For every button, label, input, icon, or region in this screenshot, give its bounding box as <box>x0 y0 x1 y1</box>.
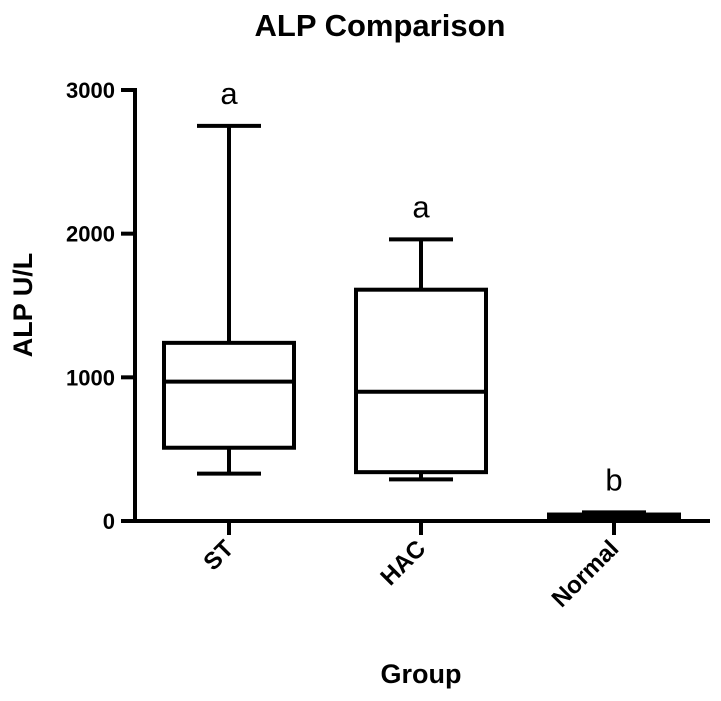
significance-letter-normal: b <box>605 462 622 497</box>
y-tick-label: 2000 <box>66 222 115 247</box>
box-hac <box>354 287 488 475</box>
plot-area: 0 1000 2000 3000 ST HAC Normal a a b <box>66 76 710 613</box>
y-tick-label: 0 <box>103 509 115 534</box>
y-tick-label: 1000 <box>66 365 115 390</box>
y-tick-label: 3000 <box>66 78 115 103</box>
x-tick-label-hac: HAC <box>375 535 431 591</box>
significance-letter-hac: a <box>412 189 430 224</box>
y-axis-label: ALP U/L <box>8 253 38 358</box>
x-tick-label-normal: Normal <box>547 535 625 613</box>
x-tick-label-st: ST <box>198 535 239 576</box>
box-st <box>162 340 296 450</box>
chart-title: ALP Comparison <box>255 8 506 43</box>
x-axis-label: Group <box>381 659 462 689</box>
significance-letter-st: a <box>220 76 238 111</box>
